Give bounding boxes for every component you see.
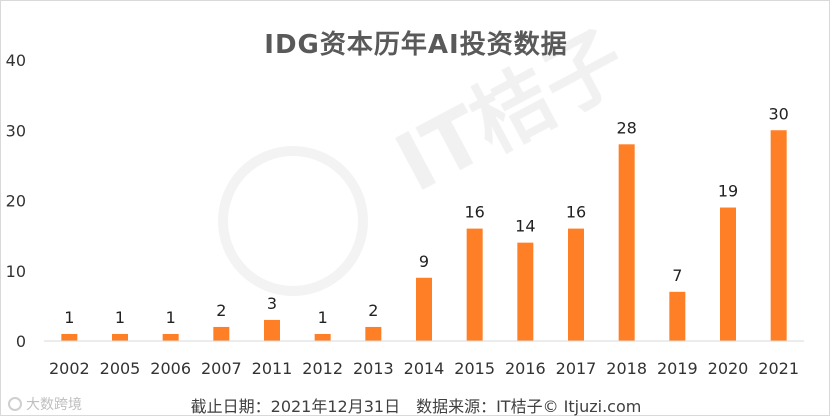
- x-tick-label: 2012: [302, 359, 343, 378]
- bars: [61, 130, 787, 341]
- bar: [770, 130, 787, 341]
- x-tick-label: 2017: [556, 359, 597, 378]
- data-label: 14: [515, 217, 535, 236]
- data-label: 28: [616, 118, 636, 137]
- data-labels: 1 1 1 2 3 1 2 9 16 14 16 28 7 19 30: [64, 104, 789, 327]
- data-label: 16: [464, 203, 484, 222]
- data-label: 1: [64, 308, 74, 327]
- y-tick-label: 40: [6, 51, 26, 70]
- bar: [618, 144, 635, 341]
- brand-text: 大数跨境: [26, 397, 82, 413]
- bar: [669, 291, 686, 341]
- x-tick-label: 2011: [252, 359, 293, 378]
- data-label: 1: [166, 308, 176, 327]
- x-tick-label: 2021: [758, 359, 799, 378]
- data-label: 2: [368, 301, 378, 320]
- brand-logo-icon: [8, 397, 22, 411]
- bar: [365, 326, 382, 341]
- y-tick-label: 0: [16, 332, 26, 351]
- bar: [466, 228, 483, 341]
- x-tick-label: 2015: [454, 359, 495, 378]
- x-tick-label: 2013: [353, 359, 394, 378]
- x-tick-label: 2019: [657, 359, 698, 378]
- y-tick-label: 30: [6, 121, 26, 140]
- y-tick-label: 10: [6, 262, 26, 281]
- data-label: 2: [216, 301, 226, 320]
- data-label: 9: [419, 252, 429, 271]
- data-label: 7: [672, 266, 682, 285]
- bar: [720, 207, 736, 341]
- x-tick-label: 2006: [150, 359, 191, 378]
- bar: [112, 333, 128, 341]
- bar: [162, 333, 179, 341]
- data-label: 1: [318, 308, 328, 327]
- bar: [264, 319, 280, 341]
- bar: [416, 277, 432, 341]
- bar: [314, 333, 331, 341]
- chart-title: IDG资本历年AI投资数据: [264, 30, 568, 60]
- bar: [568, 228, 584, 341]
- y-tick-label: 20: [6, 192, 26, 211]
- x-tick-label: 2014: [404, 359, 445, 378]
- x-tick-label: 2005: [100, 359, 141, 378]
- bar: [213, 326, 230, 341]
- data-label: 1: [115, 308, 125, 327]
- data-label: 16: [566, 203, 586, 222]
- x-tick-label: 2018: [606, 359, 647, 378]
- footnote: 截止日期：2021年12月31日 数据来源：IT桔子© Itjuzi.com: [190, 397, 642, 416]
- x-tick-label: 2016: [505, 359, 546, 378]
- brand-watermark: 大数跨境: [8, 394, 82, 414]
- x-tick-label: 2007: [201, 359, 242, 378]
- x-tick-label: 2020: [708, 359, 749, 378]
- data-label: 3: [267, 294, 277, 313]
- bar: [61, 333, 78, 341]
- data-label: 30: [768, 104, 788, 123]
- x-axis-ticks: 2002 2005 2006 2007 2011 2012 2013 2014 2015 2016…: [49, 359, 799, 378]
- y-axis-ticks: 0 10 20 30 40: [6, 51, 26, 351]
- x-tick-label: 2002: [49, 359, 90, 378]
- data-label: 19: [718, 182, 738, 201]
- bar: [517, 242, 534, 341]
